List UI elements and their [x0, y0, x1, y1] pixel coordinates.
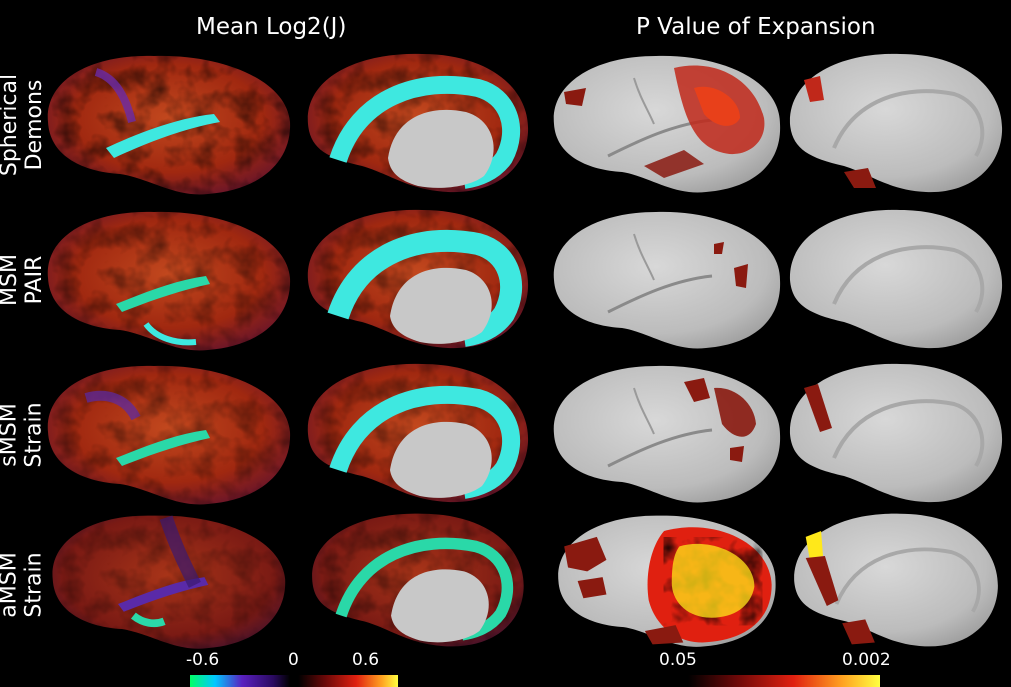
log2j-colorbar-label-max: 0.6	[352, 650, 380, 670]
log2j-medial-msm-pair	[307, 209, 529, 349]
log2j-colorbar	[190, 675, 398, 687]
log2j-medial-spherical-demons	[307, 53, 529, 193]
log2j-medial-amsm-strain	[312, 513, 524, 647]
log2j-medial-smsm-strain	[307, 363, 529, 503]
pvalue-colorbar	[688, 675, 880, 687]
pvalue-medial-spherical-demons	[789, 53, 1003, 193]
pvalue-medial-smsm-strain	[789, 363, 1003, 503]
pvalue-lateral-smsm-strain	[553, 365, 781, 503]
log2j-lateral-spherical-demons	[47, 55, 291, 195]
pvalue-lateral-msm-pair	[553, 211, 781, 349]
log2j-colorbar-label-min: -0.6	[186, 650, 220, 670]
pvalue-colorbar-label-max: 0.002	[842, 650, 891, 670]
pvalue-medial-amsm-strain	[794, 513, 998, 647]
pvalue-lateral-amsm-strain	[558, 515, 776, 647]
pvalue-medial-msm-pair	[789, 209, 1003, 349]
log2j-lateral-smsm-strain	[47, 365, 291, 505]
right-column-title: P Value of Expansion	[636, 14, 876, 40]
log2j-lateral-msm-pair	[47, 211, 291, 351]
left-column-title: Mean Log2(J)	[196, 14, 347, 40]
log2j-lateral-amsm-strain	[52, 515, 286, 649]
pvalue-colorbar-label-min: 0.05	[659, 650, 697, 670]
log2j-colorbar-label-mid: 0	[288, 650, 299, 670]
pvalue-lateral-spherical-demons	[553, 55, 781, 193]
